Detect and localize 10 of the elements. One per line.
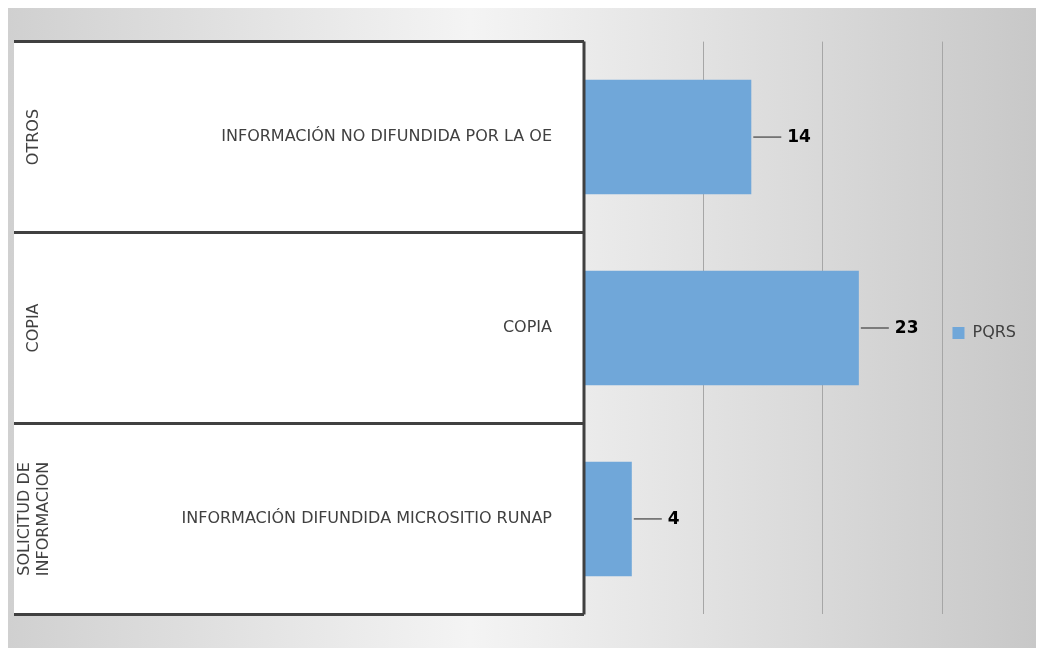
y-tick-label: INFORMACIÓN NO DIFUNDIDA POR LA OE: [221, 126, 552, 146]
data-label: 4: [667, 508, 680, 529]
data-label: 14: [787, 126, 812, 147]
text: COPIA: [23, 303, 43, 353]
y-tick-label: COPIA: [502, 317, 553, 337]
text: OTROS: [23, 108, 43, 166]
text: SOLICITUD DE INFORMACION: [13, 461, 52, 577]
y-tick-label: INFORMACIÓN DIFUNDIDA MICROSITIO RUNAP: [181, 508, 553, 528]
data-label: 23: [894, 317, 919, 338]
legend-label: PQRS: [972, 322, 1016, 342]
